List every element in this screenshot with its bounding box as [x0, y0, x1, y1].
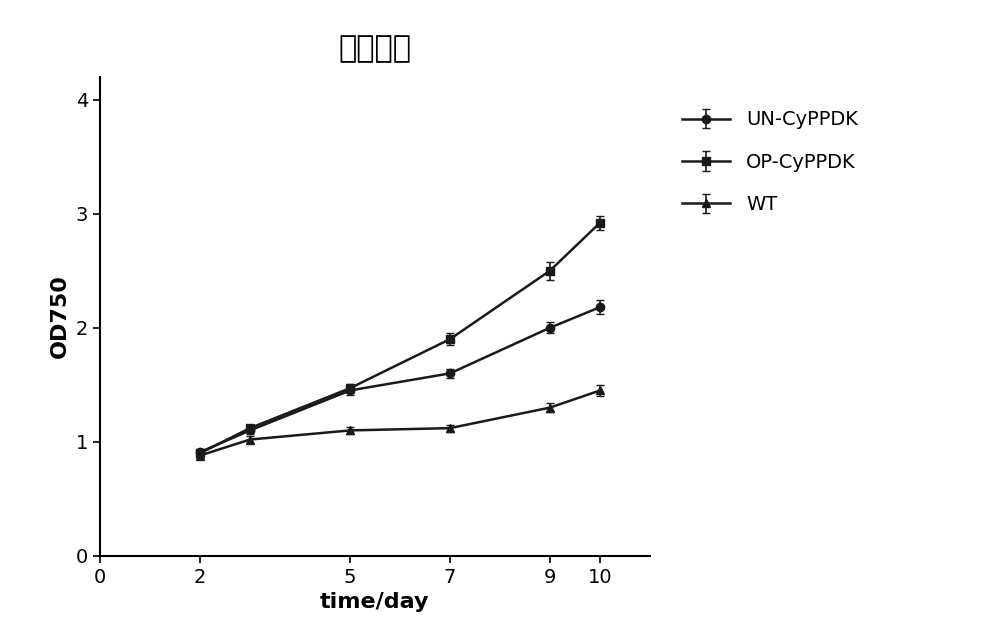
Title: 生长曲线: 生长曲线: [338, 35, 412, 63]
Legend: UN-CyPPDK, OP-CyPPDK, WT: UN-CyPPDK, OP-CyPPDK, WT: [682, 111, 858, 214]
Y-axis label: OD750: OD750: [50, 274, 70, 358]
X-axis label: time/day: time/day: [320, 592, 430, 612]
